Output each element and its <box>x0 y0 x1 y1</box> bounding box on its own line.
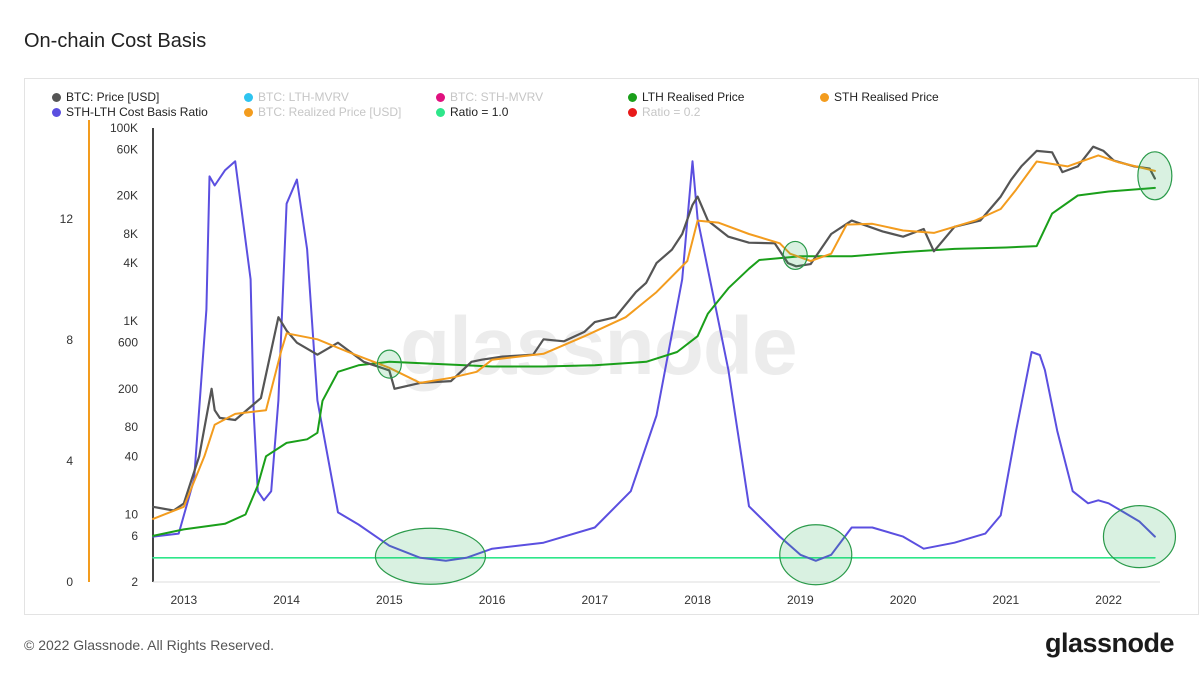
legend-label: BTC: STH-MVRV <box>450 90 544 104</box>
highlight-ellipse <box>779 524 853 586</box>
ratio-tick-label: 4 <box>66 454 73 468</box>
x-tick-label: 2014 <box>273 593 300 607</box>
legend-dot-icon <box>244 108 253 117</box>
price-tick-label: 200 <box>118 382 138 396</box>
x-tick-label: 2016 <box>479 593 506 607</box>
cost-basis-ratio-line <box>152 160 1156 562</box>
glassnode-logo: glassnode <box>1044 628 1175 658</box>
legend-label: BTC: Price [USD] <box>66 90 160 104</box>
price-tick-label: 100K <box>110 121 138 135</box>
price-tick-label: 1K <box>123 314 138 328</box>
price-tick-label: 6 <box>131 529 138 543</box>
btc-price-line <box>151 145 1157 512</box>
legend-label: STH-LTH Cost Basis Ratio <box>66 105 208 119</box>
price-tick-label: 60K <box>117 142 138 156</box>
x-tick-label: 2013 <box>170 593 197 607</box>
legend-label: Ratio = 0.2 <box>642 105 701 119</box>
price-tick-label: 40 <box>125 449 139 463</box>
copyright-footer: © 2022 Glassnode. All Rights Reserved. <box>24 637 275 653</box>
x-tick-label: 2015 <box>376 593 403 607</box>
lth-realised-price-line <box>152 186 1156 537</box>
legend-dot-icon <box>436 93 445 102</box>
legend-dot-icon <box>244 93 253 102</box>
ratio-tick-label: 8 <box>66 333 73 347</box>
legend-item[interactable]: BTC: STH-MVRV <box>436 90 543 104</box>
legend-label: Ratio = 1.0 <box>450 105 509 119</box>
legend-dot-icon <box>436 108 445 117</box>
legend-item[interactable]: STH-LTH Cost Basis Ratio <box>52 105 208 119</box>
x-tick-label: 2017 <box>581 593 608 607</box>
x-tick-label: 2021 <box>993 593 1020 607</box>
legend-item[interactable]: Ratio = 0.2 <box>628 105 700 119</box>
price-tick-label: 600 <box>118 336 138 350</box>
chart-panel <box>24 78 1199 615</box>
legend-label: LTH Realised Price <box>642 90 745 104</box>
x-tick-label: 2022 <box>1095 593 1122 607</box>
legend-dot-icon <box>52 93 61 102</box>
x-tick-label: 2020 <box>890 593 917 607</box>
highlight-ellipse <box>782 240 808 271</box>
price-tick-label: 20K <box>117 189 138 203</box>
legend-item[interactable]: STH Realised Price <box>820 90 939 104</box>
legend-label: STH Realised Price <box>834 90 939 104</box>
sth-realised-price-line <box>152 154 1156 520</box>
legend-dot-icon <box>628 108 637 117</box>
legend-item[interactable]: Ratio = 1.0 <box>436 105 508 119</box>
x-tick-label: 2018 <box>684 593 711 607</box>
legend-item[interactable]: BTC: LTH-MVRV <box>244 90 349 104</box>
ratio-tick-label: 12 <box>60 212 74 226</box>
price-tick-label: 2 <box>131 575 138 589</box>
legend-label: BTC: LTH-MVRV <box>258 90 349 104</box>
x-tick-label: 2019 <box>787 593 814 607</box>
price-tick-label: 4K <box>123 256 138 270</box>
chart-title: On-chain Cost Basis <box>24 30 207 52</box>
legend-item[interactable]: BTC: Price [USD] <box>52 90 159 104</box>
price-tick-label: 80 <box>125 420 139 434</box>
highlight-ellipse <box>374 527 487 585</box>
watermark: glassnode <box>400 301 798 392</box>
legend-dot-icon <box>820 93 829 102</box>
price-tick-label: 8K <box>123 227 138 241</box>
highlight-ellipse <box>1137 151 1173 201</box>
legend: BTC: Price [USD] BTC: LTH-MVRV BTC: STH-MV… <box>52 90 1172 124</box>
legend-item[interactable]: LTH Realised Price <box>628 90 744 104</box>
highlight-ellipse <box>376 349 402 379</box>
ratio-tick-label: 0 <box>66 575 73 589</box>
price-tick-label: 10 <box>125 507 139 521</box>
legend-item[interactable]: BTC: Realized Price [USD] <box>244 105 401 119</box>
legend-dot-icon <box>52 108 61 117</box>
highlight-ellipse <box>1102 504 1177 569</box>
legend-dot-icon <box>628 93 637 102</box>
legend-label: BTC: Realized Price [USD] <box>258 105 402 119</box>
